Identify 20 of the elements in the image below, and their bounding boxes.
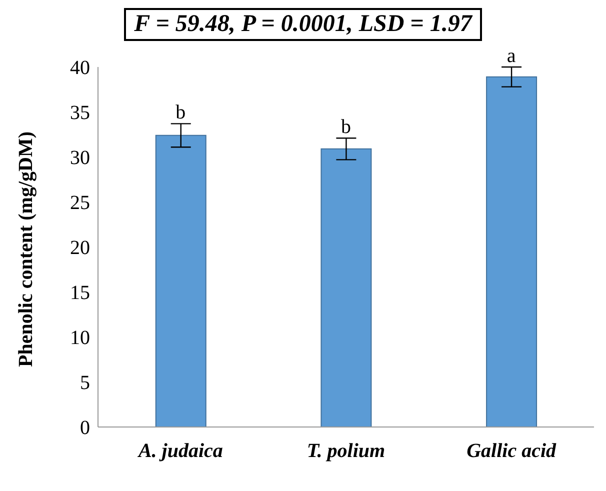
bar [486,76,538,427]
y-tick-label: 0 [80,417,90,440]
y-tick-label: 25 [70,192,90,214]
annotation: b [341,116,351,138]
y-tick-label: 20 [70,237,90,260]
y-tick-label: 5 [80,372,90,394]
y-tick-label: 35 [70,102,90,124]
annotation: b [176,102,186,124]
x-tick-label: A. judaica [136,440,223,462]
bar [155,134,206,427]
chart-title: F = 59.48, P = 0.0001, LSD = 1.97 [124,8,482,41]
x-tick-label: T. polium [306,440,386,462]
y-tick-label: 40 [70,57,90,80]
y-axis-title: Phenolic content (mg/gDM) [15,131,38,367]
x-tick-label: Gallic acid [466,440,558,462]
y-tick-label: 30 [70,147,90,170]
y-tick-label: 15 [70,282,90,304]
y-tick-label: 10 [70,327,90,350]
bar [320,148,372,427]
annotation: a [506,45,516,67]
